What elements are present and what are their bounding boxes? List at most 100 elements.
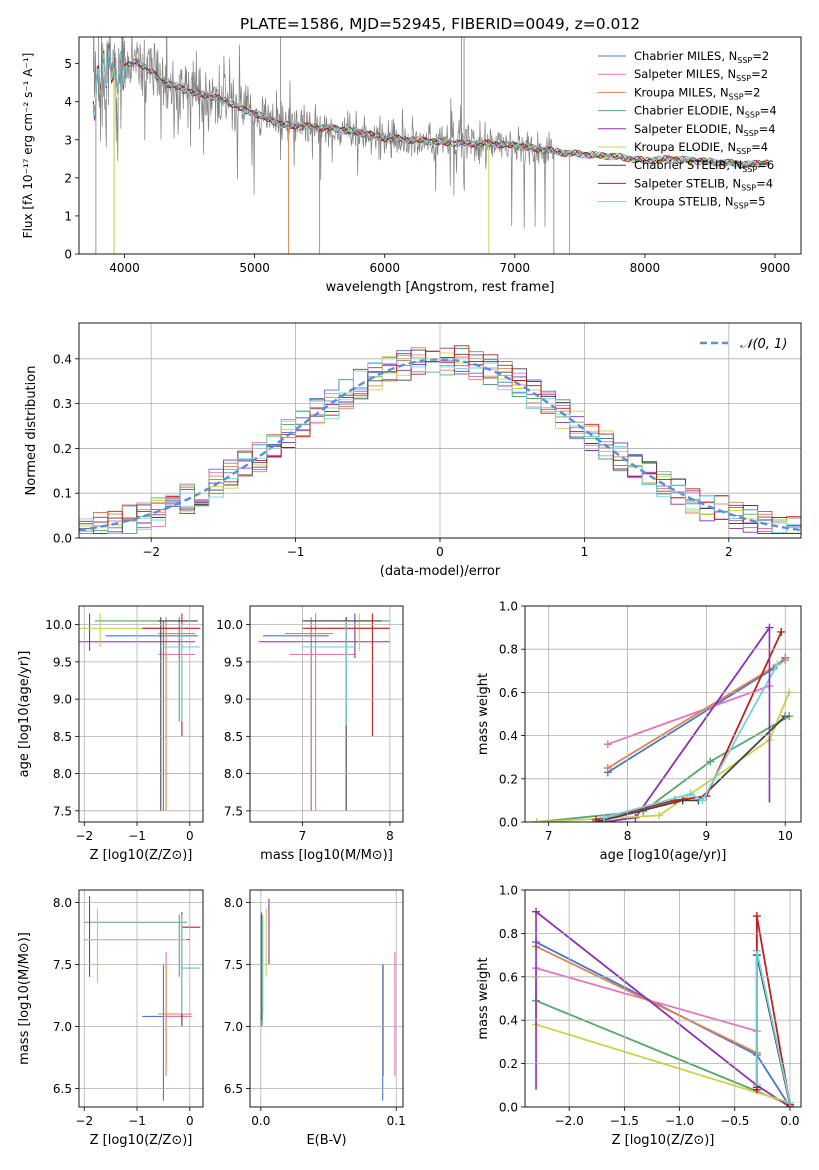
legend-label: Kroupa MILES, NSSP=2 — [634, 85, 760, 101]
legend-label: Kroupa STELIB, NSSP=5 — [634, 195, 765, 211]
plot-area — [532, 623, 794, 822]
weight-metallicity-line — [535, 910, 791, 1107]
weight-marker — [655, 811, 664, 820]
x-tick-label: −1 — [128, 1114, 146, 1128]
weight-marker — [777, 627, 786, 636]
plot-area — [79, 613, 201, 811]
y-tick-label: 9.0 — [224, 693, 243, 707]
model-spectrum-line — [92, 47, 769, 169]
weight-marker — [532, 818, 541, 822]
x-tick-label: 9 — [703, 829, 711, 843]
mass-vs-metallicity-panel: −2 −1 0 6.5 7.0 7.5 8.0 Z [log10(Z/Z⊙)] mass [lo… — [17, 889, 204, 1148]
mass-vs-ebv-panel: 0.0 0.1 6.5 7.0 7.5 8.0 E(B-V) — [224, 889, 406, 1148]
y-tick-label: 10.0 — [216, 618, 243, 632]
y-tick-label: 9.5 — [224, 655, 243, 669]
legend-label-tail: =2 — [744, 85, 761, 99]
y-tick-label: 7.0 — [53, 1020, 72, 1034]
legend-label: Chabrier ELODIE, NSSP=4 — [634, 104, 777, 120]
weight-metallicity-line — [535, 999, 791, 1106]
y-tick-label: 6.5 — [224, 1082, 243, 1096]
y-tick-label: 0.8 — [499, 643, 518, 657]
y-axis-label: Normed distribution — [24, 366, 39, 496]
model-spectrum-line — [92, 47, 570, 158]
weight-vs-metallicity-panel: −2.0 −1.5 −1.0 −0.5 0.0 0.0 0.2 0.4 0.6 0.8 1.0 Z [… — [476, 884, 802, 1148]
legend-label-sub: SSP — [736, 74, 751, 83]
legend-label: 𝒩(0, 1) — [740, 337, 787, 352]
y-tick-label: 0.0 — [499, 1101, 518, 1115]
plot-area — [260, 898, 396, 1101]
legend-label-tail: =2 — [751, 67, 768, 81]
y-tick-label: 8.5 — [224, 730, 243, 744]
x-tick-label: 5000 — [239, 261, 270, 275]
y-tick-label: 7.5 — [224, 958, 243, 972]
y-tick-label: 7.5 — [53, 958, 72, 972]
y-axis-label: Flux [fλ 10⁻¹⁷ erg cm⁻² s⁻¹ A⁻¹] — [21, 53, 35, 239]
y-tick-label: 7.5 — [53, 804, 72, 818]
weight-marker — [603, 740, 612, 749]
weight-marker — [591, 815, 600, 822]
legend-label-tail: =6 — [757, 158, 774, 172]
y-tick-label: 7.0 — [224, 1020, 243, 1034]
legend-label-sub: SSP — [736, 147, 751, 156]
y-tick-label: 5 — [64, 57, 72, 71]
y-tick-label: 8.0 — [53, 767, 72, 781]
x-axis-label: mass [log10(M/M⊙)] — [260, 848, 393, 863]
y-tick-label: 1.0 — [499, 600, 518, 614]
legend-label: Chabrier MILES, NSSP=2 — [634, 49, 769, 65]
legend-label: Salpeter ELODIE, NSSP=4 — [634, 122, 776, 138]
weight-marker — [686, 789, 695, 798]
x-tick-label: 8 — [386, 829, 394, 843]
weight-age-line — [536, 715, 790, 822]
x-tick-label: 6000 — [369, 261, 400, 275]
legend-label-text: Kroupa STELIB, N — [634, 195, 734, 209]
y-tick-label: 2 — [64, 171, 72, 185]
legend-label-tail: =4 — [760, 104, 777, 118]
legend-label-sub: SSP — [745, 111, 760, 120]
legend-label-sub: SSP — [744, 129, 759, 138]
x-tick-label: −2 — [142, 545, 160, 559]
y-tick-label: 7.5 — [224, 804, 243, 818]
legend-label-tail: =2 — [752, 49, 769, 63]
age-vs-metallicity-panel: −2 −1 0 7.5 8.0 8.5 9.0 9.5 10.0 Z [log10(Z/Z⊙)] a… — [17, 605, 204, 863]
y-tick-label: 0.1 — [53, 487, 72, 501]
axes-frame — [249, 605, 404, 823]
weight-marker — [599, 813, 608, 822]
y-tick-label: 8.0 — [224, 896, 243, 910]
y-tick-label: 6.5 — [53, 1082, 72, 1096]
x-axis-label: Z [log10(Z/Z⊙)] — [90, 1133, 193, 1148]
legend-label-text: Chabrier ELODIE, N — [634, 104, 745, 118]
x-tick-label: −0.5 — [720, 1114, 749, 1128]
x-tick-label: 4000 — [109, 261, 140, 275]
legend-label-sub: SSP — [742, 165, 757, 174]
x-tick-label: 0 — [436, 545, 444, 559]
x-tick-label: 0 — [186, 829, 194, 843]
x-tick-label: −1 — [128, 829, 146, 843]
x-tick-label: −2 — [75, 829, 93, 843]
x-tick-label: 0 — [186, 1114, 194, 1128]
y-axis-label: mass [log10(M/M⊙)] — [17, 932, 32, 1065]
x-tick-label: −1.5 — [610, 1114, 639, 1128]
x-tick-label: 2 — [725, 545, 733, 559]
x-tick-label: −2.0 — [555, 1114, 584, 1128]
y-tick-label: 0.0 — [499, 816, 518, 830]
legend-label-text: Chabrier STELIB, N — [634, 158, 742, 172]
legend-label-sub: SSP — [729, 92, 744, 101]
y-tick-label: 0.4 — [499, 729, 518, 743]
y-tick-label: 0.2 — [53, 442, 72, 456]
residual-histogram-panel: −2 −1 0 1 2 0.0 0.1 0.2 0.3 0.4 (data-model)/error… — [24, 322, 802, 579]
y-tick-label: 0.4 — [53, 352, 72, 366]
legend-label: Salpeter MILES, NSSP=2 — [634, 67, 768, 83]
y-tick-label: 0.6 — [499, 970, 518, 984]
y-axis-label: age [log10(age/yr)] — [17, 651, 32, 778]
y-tick-label: 0.3 — [53, 397, 72, 411]
x-axis-label: wavelength [Angstrom, rest frame] — [326, 280, 555, 295]
y-axis-label: mass weight — [476, 957, 491, 1039]
x-axis-label: Z [log10(Z/Z⊙)] — [90, 848, 193, 863]
legend-label-tail: =4 — [756, 176, 773, 190]
legend-label-text: Salpeter ELODIE, N — [634, 122, 744, 136]
axes-frame — [249, 889, 404, 1108]
axes-frame — [78, 605, 204, 823]
plot-area — [92, 37, 769, 254]
weight-metallicity-line — [535, 976, 791, 1104]
